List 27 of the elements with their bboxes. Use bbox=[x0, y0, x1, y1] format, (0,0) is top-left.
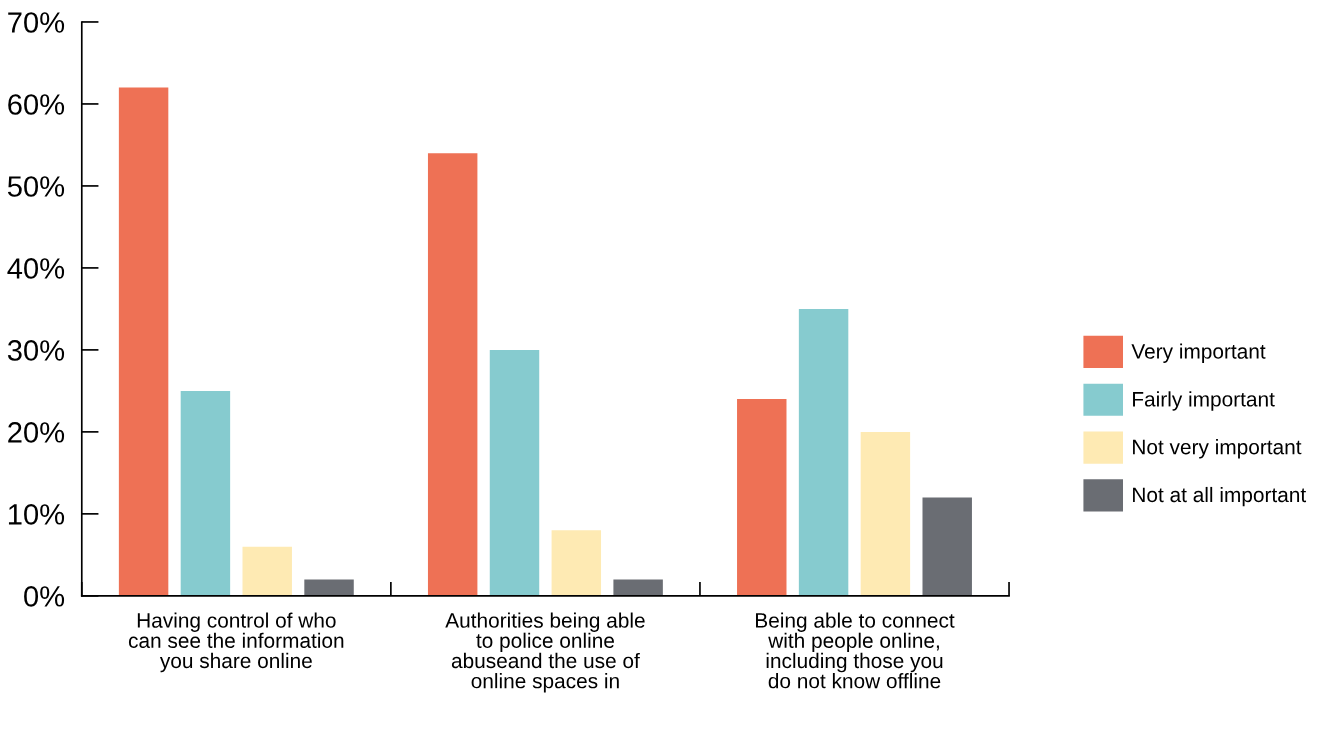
x-tick-label: Being able to connect with people online, including those you do not know offline bbox=[756, 612, 955, 689]
bar bbox=[118, 87, 169, 596]
bar bbox=[180, 390, 231, 596]
bar bbox=[922, 497, 972, 596]
bar bbox=[860, 431, 911, 596]
y-tick-label: 30% bbox=[7, 340, 65, 361]
legend-label: Very important bbox=[1131, 343, 1266, 363]
y-tick-label: 60% bbox=[8, 94, 65, 115]
y-tick-label: 20% bbox=[8, 422, 65, 443]
bar bbox=[427, 153, 478, 596]
y-tick-label: 70% bbox=[8, 12, 65, 33]
bar bbox=[304, 579, 354, 596]
y-tick-label: 50% bbox=[7, 176, 65, 197]
bar bbox=[489, 349, 540, 596]
legend-label: Not very important bbox=[1133, 439, 1302, 459]
bar bbox=[737, 399, 787, 596]
bar bbox=[242, 546, 292, 596]
legend-label: Not at all important bbox=[1133, 486, 1307, 507]
bar bbox=[551, 530, 602, 596]
bar bbox=[798, 308, 849, 596]
legend-label: Fairly important bbox=[1133, 391, 1275, 411]
bar bbox=[613, 579, 663, 596]
y-tick-label: 40% bbox=[7, 258, 65, 279]
x-tick-label: Authorities being able to police online abuseand the use of online spaces in bbox=[445, 612, 645, 693]
x-tick-label: Having control of who can see the information you share online bbox=[128, 612, 344, 673]
y-tick-label: 10% bbox=[8, 504, 65, 525]
y-tick-label: 0% bbox=[24, 586, 65, 607]
